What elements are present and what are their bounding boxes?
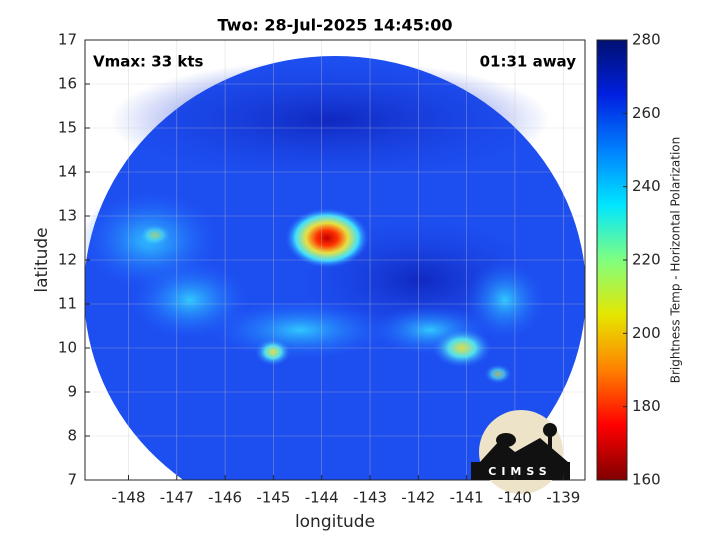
logo-tower	[548, 430, 552, 462]
convection	[255, 338, 291, 366]
x-tick-label: -145	[256, 489, 290, 507]
y-tick-label: 7	[67, 471, 77, 489]
colorbar-tick-label: 240	[632, 177, 661, 195]
y-tick-label: 12	[58, 251, 77, 269]
y-tick-label: 11	[58, 295, 77, 313]
colorbar-tick-label: 220	[632, 251, 661, 269]
y-tick-label: 8	[67, 427, 77, 445]
x-tick-label: -142	[401, 489, 435, 507]
x-tick-label: -141	[450, 489, 484, 507]
y-axis-label: latitude	[32, 227, 52, 292]
logo: CIMSS	[471, 410, 570, 494]
y-tick-label: 16	[58, 75, 77, 93]
swath	[85, 56, 585, 480]
x-axis-label: longitude	[295, 512, 375, 532]
logo-band	[471, 462, 570, 480]
logo-text: CIMSS	[488, 465, 551, 478]
chart-title: Two: 28-Jul-2025 14:45:00	[218, 16, 453, 35]
x-tick-label: -144	[305, 489, 339, 507]
y-tick-label: 10	[58, 339, 77, 357]
x-tick-label: -146	[208, 489, 242, 507]
colorbar-label: Brightness Temp - Horizontal Polarizatio…	[669, 137, 683, 384]
convection-core	[285, 208, 369, 268]
moist-area	[210, 300, 390, 360]
x-tick-label: -140	[498, 489, 532, 507]
y-tick-label: 9	[67, 383, 77, 401]
x-tick-label: -139	[546, 489, 580, 507]
colorbar-tick-label: 160	[632, 471, 661, 489]
grid	[85, 39, 585, 481]
y-tick-label: 17	[58, 31, 77, 49]
colorbar-tick-label: 180	[632, 397, 661, 415]
cold-band	[110, 60, 550, 180]
colorbar	[596, 39, 628, 481]
annotation: 01:31 away	[480, 53, 577, 71]
annotation: Vmax: 33 kts	[93, 53, 203, 71]
y-tick-label: 15	[58, 119, 77, 137]
colorbar-tick-label: 280	[632, 31, 661, 49]
y-tick-label: 14	[58, 163, 77, 181]
colorbar-tick-label: 200	[632, 324, 661, 342]
colorbar-tick-label: 260	[632, 104, 661, 122]
logo-dish	[496, 433, 516, 447]
x-tick-label: -147	[160, 489, 194, 507]
convection	[137, 223, 173, 247]
x-tick-label: -148	[111, 489, 145, 507]
convection	[484, 364, 512, 384]
moist-area	[465, 260, 545, 340]
x-tick-label: -143	[353, 489, 387, 507]
y-tick-label: 13	[58, 207, 77, 225]
